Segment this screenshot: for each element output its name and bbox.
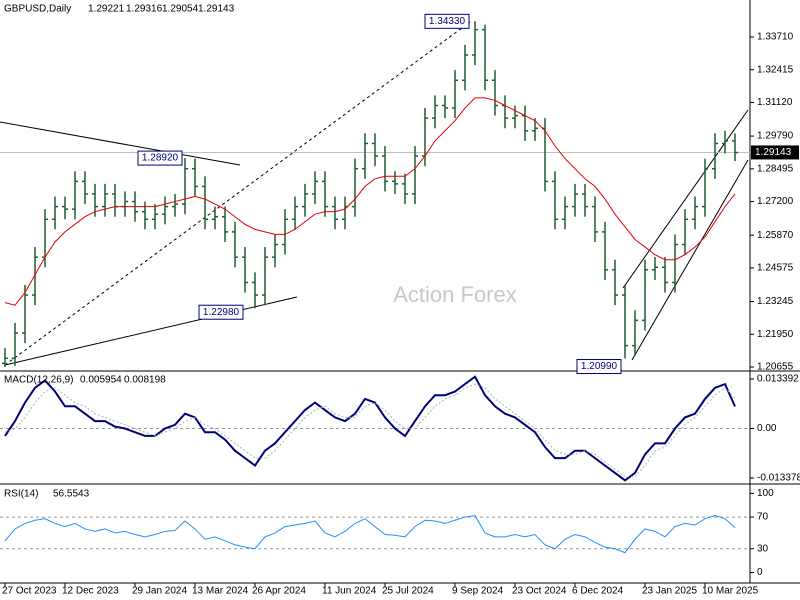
y-tick-label: 100 (757, 488, 774, 499)
header-text: 1.29143 (198, 4, 235, 15)
indicator-value: 0.008198 (124, 375, 166, 386)
y-tick-label: 1.21950 (757, 329, 794, 340)
header-text: 1.29221 (88, 4, 125, 15)
trend-line (4, 21, 471, 366)
price-label-box (198, 304, 244, 320)
x-tick-label: 13 Mar 2024 (192, 586, 249, 597)
price-label-box (576, 359, 622, 375)
price-label-box (424, 13, 470, 29)
y-tick-label: 1.23245 (757, 296, 794, 307)
indicator-line (4, 514, 736, 554)
channel-line (622, 109, 749, 289)
x-tick-label: 9 Sep 2024 (452, 586, 504, 597)
x-tick-label: 6 Dec 2024 (572, 586, 624, 597)
y-tick-label: 0.013392 (757, 374, 799, 385)
price-label: 1.22980 (203, 307, 240, 318)
header-text: 1.29054 (162, 4, 199, 15)
indicator-value: 0.005954 (80, 375, 122, 386)
y-tick-label: 1.28495 (757, 163, 794, 174)
current-price-box (751, 145, 799, 160)
current-price: 1.29143 (755, 147, 792, 158)
x-tick-label: 23 Oct 2024 (512, 586, 567, 597)
y-tick-label: 1.33710 (757, 32, 794, 43)
y-tick-label: 1.24575 (757, 263, 794, 274)
indicator-title: RSI(14) (4, 489, 38, 500)
trend-lines (0, 21, 749, 366)
x-tick-label: 29 Jan 2024 (132, 586, 187, 597)
y-tick-label: 1.25870 (757, 230, 794, 241)
y-tick-label: 0 (757, 567, 763, 578)
y-tick-label: 30 (757, 543, 769, 554)
x-tick-label: 26 Apr 2024 (252, 586, 306, 597)
indicator-title: MACD(12,26,9) (4, 375, 73, 386)
channel-line (631, 159, 749, 361)
trend-line (0, 121, 241, 166)
y-tick-label: 0.00 (757, 423, 777, 434)
watermark: Action Forex (393, 282, 517, 307)
x-tick-label: 23 Jan 2025 (642, 586, 697, 597)
x-tick-label: 11 Jun 2024 (322, 586, 377, 597)
moving-average (4, 97, 736, 306)
price-label-box (137, 150, 183, 166)
y-tick-label: 1.31120 (757, 97, 793, 108)
indicator-value: 56.5543 (53, 489, 90, 500)
header-text: 1.29316 (126, 4, 163, 15)
x-tick-label: 12 Dec 2023 (62, 586, 119, 597)
price-label: 1.28920 (142, 153, 179, 164)
price-label: 1.34330 (429, 16, 466, 27)
price-label: 1.20990 (581, 361, 618, 372)
y-tick-label: 70 (757, 512, 769, 523)
x-tick-label: 27 Oct 2023 (2, 586, 57, 597)
x-tick-label: 25 Jul 2024 (382, 586, 434, 597)
y-tick-label: 1.32415 (757, 64, 794, 75)
header-text: GBPUSD,Daily (4, 4, 71, 15)
trend-line (4, 296, 298, 366)
y-tick-label: -0.013378 (757, 473, 800, 484)
y-tick-label: 1.27200 (757, 196, 794, 207)
indicator-line (4, 375, 736, 482)
x-tick-label: 10 Mar 2025 (702, 586, 759, 597)
y-tick-label: 1.29790 (757, 131, 794, 142)
y-tick-label: 1.20655 (757, 362, 794, 373)
